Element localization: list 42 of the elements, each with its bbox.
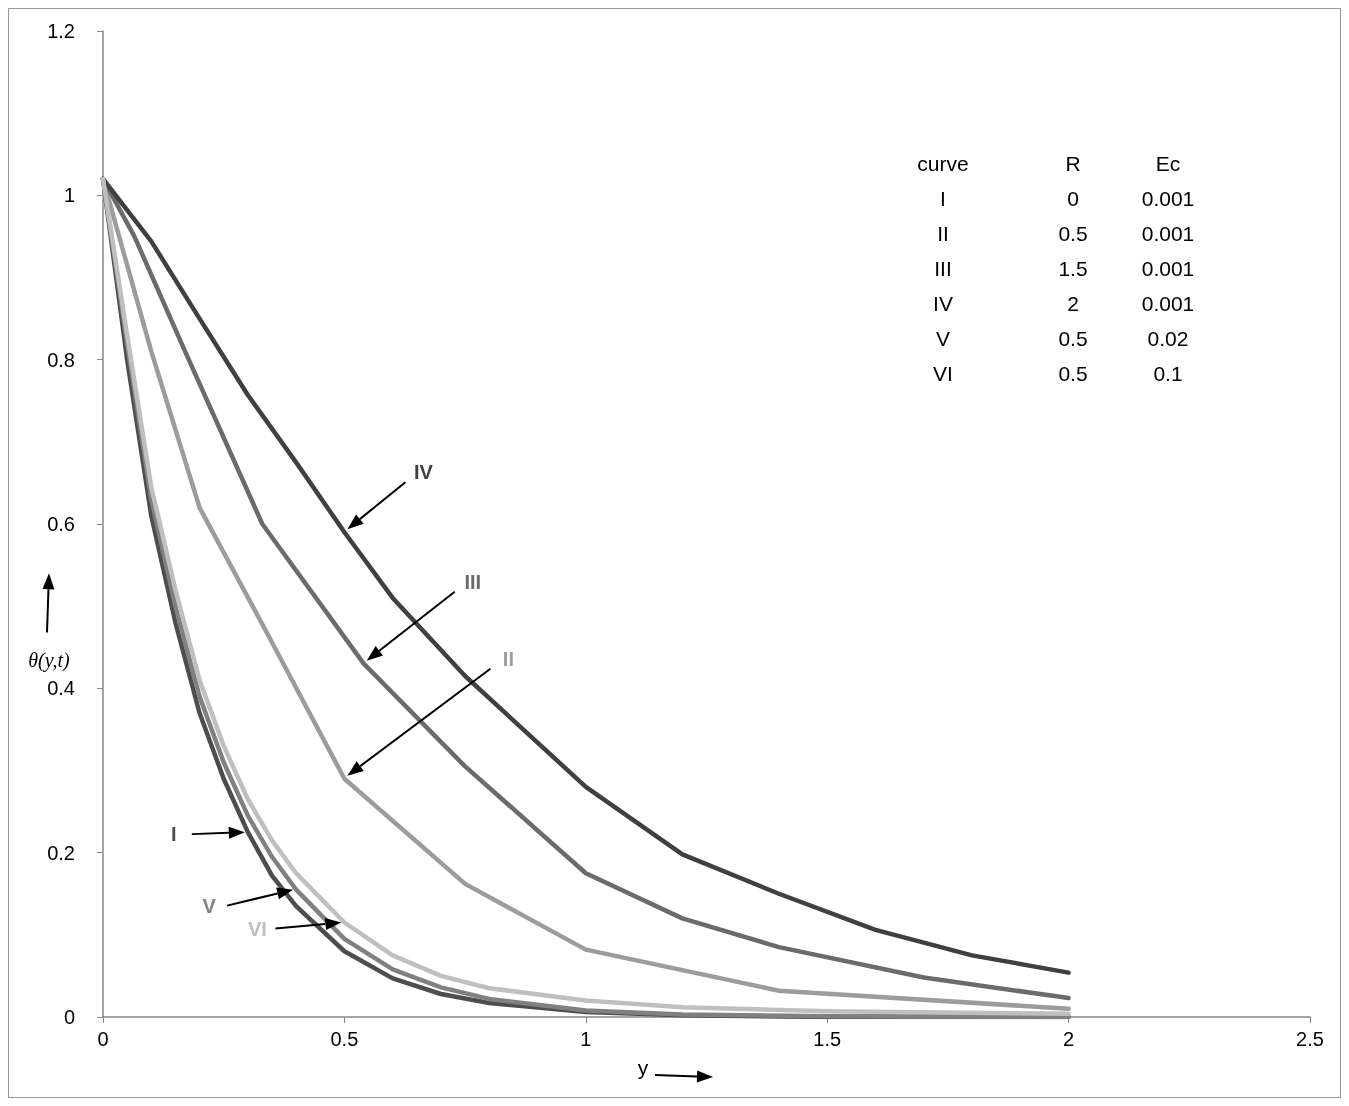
annotation: 0.1 [1153,362,1183,385]
annotation: III [934,257,952,280]
y-tick-label: 0 [63,1006,75,1028]
annotation: 0.001 [1141,292,1195,315]
annotation: Ec [1155,152,1181,175]
y-tick-label: 0.4 [47,677,75,700]
y-tick-label: 1 [63,184,75,207]
y-tick-label: 0.8 [47,348,75,371]
annotation: 2 [1067,292,1079,315]
x-axis-title: y [637,1056,649,1079]
annotation: 0.001 [1141,257,1195,280]
annotation: 0.02 [1147,327,1189,350]
text: IV [413,461,434,484]
y-axis-title: θ(y,t) [28,648,71,672]
annotation: 0.5 [1058,222,1088,245]
annotation: 0.001 [1141,222,1195,245]
text: VI [247,917,267,940]
x-tick-label: 2 [1063,1028,1075,1050]
x-tick-label: 2.5 [1296,1028,1324,1050]
annotation: curve [917,152,969,175]
annotation: V [935,327,951,350]
annotation: 0.001 [1141,187,1195,210]
annotation: 0.5 [1058,327,1088,350]
annotation: R [1065,152,1081,175]
x-tick-label: 1 [580,1028,592,1050]
annotation: 1.5 [1058,257,1088,280]
annotation: 0 [1067,187,1079,210]
text: I [171,823,177,846]
x-tick-label: 1.5 [813,1028,842,1050]
y-tick-label: 0.6 [47,513,75,535]
annotation: VI [933,362,953,385]
y-tick-label: 0.2 [47,841,75,864]
text: III [464,570,482,593]
annotation: I [940,187,946,210]
annotation: IV [933,292,953,315]
text: II [502,647,514,670]
x-tick-label: 0.5 [330,1028,359,1050]
x-tick-label: 0 [97,1028,109,1050]
annotation: II [937,222,949,245]
y-tick-label: 1.2 [47,20,75,42]
text: V [202,894,217,917]
annotation: 0.5 [1058,362,1088,385]
